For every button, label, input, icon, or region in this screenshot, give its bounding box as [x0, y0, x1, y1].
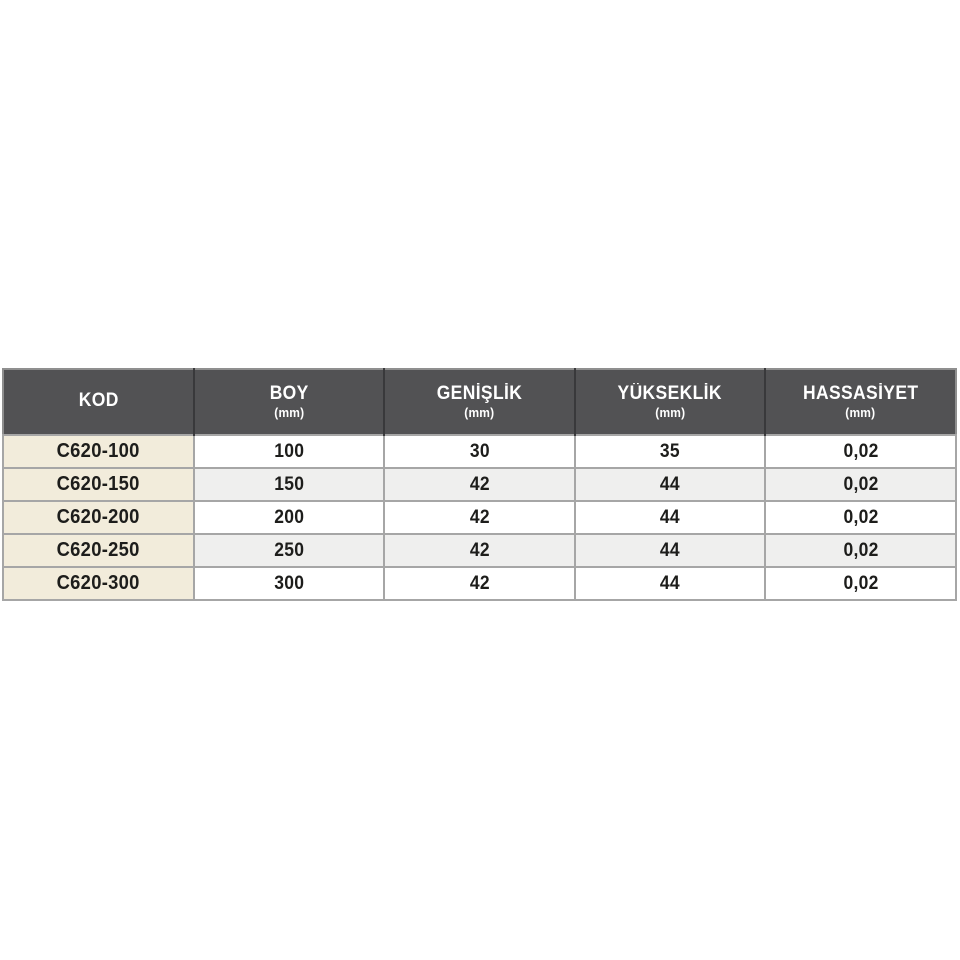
cell-kod: C620-250	[2, 533, 195, 568]
kod-value: C620-100	[56, 440, 140, 462]
kod-value: C620-200	[56, 506, 140, 528]
genislik-value: 42	[469, 473, 490, 495]
cell-boy: 100	[192, 434, 386, 469]
col-header-hassasiyet: HASSASİYET (mm)	[764, 369, 956, 435]
cell-hassasiyet: 0,02	[764, 533, 957, 568]
cell-boy: 200	[192, 500, 386, 535]
kod-value: C620-150	[56, 473, 140, 495]
yukseklik-value: 44	[660, 506, 681, 528]
col-header-unit: (mm)	[655, 405, 686, 421]
yukseklik-value: 35	[660, 440, 681, 462]
cell-genislik: 42	[383, 533, 576, 568]
spec-table-header: KOD BOY (mm) GENİŞLİK (mm)	[3, 369, 956, 435]
col-header-label: HASSASİYET	[802, 383, 919, 405]
cell-yukseklik: 44	[573, 500, 767, 535]
yukseklik-value: 44	[660, 473, 681, 495]
genislik-value: 42	[469, 572, 490, 594]
kod-value: C620-300	[56, 572, 140, 594]
cell-hassasiyet: 0,02	[764, 467, 957, 502]
product-spec-table-container: KOD BOY (mm) GENİŞLİK (mm)	[2, 368, 957, 601]
table-row: C620-300 300 42 44 0,02	[2, 566, 957, 601]
spec-table-body: C620-100 100 30 35 0,02 C620-150 150 42 …	[2, 434, 957, 601]
product-spec-table: KOD BOY (mm) GENİŞLİK (mm)	[2, 368, 957, 601]
cell-genislik: 42	[383, 467, 576, 502]
genislik-value: 42	[469, 506, 490, 528]
cell-genislik: 42	[383, 566, 576, 601]
header-row: KOD BOY (mm) GENİŞLİK (mm)	[3, 369, 956, 435]
col-header-label: GENİŞLİK	[436, 383, 523, 405]
hassasiyet-value: 0,02	[843, 440, 879, 462]
cell-boy: 150	[192, 467, 386, 502]
col-header-label: KOD	[78, 390, 119, 412]
table-row: C620-150 150 42 44 0,02	[2, 467, 957, 502]
table-row: C620-100 100 30 35 0,02	[2, 434, 957, 469]
cell-boy: 300	[192, 566, 386, 601]
boy-value: 250	[273, 539, 304, 561]
hassasiyet-value: 0,02	[843, 473, 879, 495]
cell-kod: C620-300	[2, 566, 195, 601]
cell-boy: 250	[192, 533, 386, 568]
col-header-label: BOY	[269, 383, 309, 405]
cell-genislik: 42	[383, 500, 576, 535]
yukseklik-value: 44	[660, 539, 681, 561]
col-header-unit: (mm)	[464, 405, 495, 421]
kod-value: C620-250	[56, 539, 140, 561]
hassasiyet-value: 0,02	[843, 539, 879, 561]
cell-hassasiyet: 0,02	[764, 566, 957, 601]
table-row: C620-250 250 42 44 0,02	[2, 533, 957, 568]
col-header-unit: (mm)	[845, 405, 876, 421]
col-header-unit: (mm)	[273, 405, 304, 421]
cell-yukseklik: 44	[573, 566, 767, 601]
col-header-boy: BOY (mm)	[192, 369, 385, 435]
cell-kod: C620-100	[2, 434, 195, 469]
boy-value: 300	[273, 572, 304, 594]
col-header-genislik: GENİŞLİK (mm)	[383, 369, 575, 435]
cell-kod: C620-200	[2, 500, 195, 535]
cell-yukseklik: 44	[573, 467, 767, 502]
genislik-value: 42	[469, 539, 490, 561]
boy-value: 150	[273, 473, 304, 495]
cell-hassasiyet: 0,02	[764, 500, 957, 535]
genislik-value: 30	[469, 440, 490, 462]
boy-value: 100	[273, 440, 304, 462]
col-header-kod: KOD	[3, 369, 194, 435]
cell-yukseklik: 35	[573, 434, 767, 469]
col-header-yukseklik: YÜKSEKLİK (mm)	[573, 369, 766, 435]
hassasiyet-value: 0,02	[843, 572, 879, 594]
boy-value: 200	[273, 506, 304, 528]
cell-genislik: 30	[383, 434, 576, 469]
hassasiyet-value: 0,02	[843, 506, 879, 528]
cell-yukseklik: 44	[573, 533, 767, 568]
col-header-label: YÜKSEKLİK	[617, 383, 723, 405]
table-row: C620-200 200 42 44 0,02	[2, 500, 957, 535]
cell-hassasiyet: 0,02	[764, 434, 957, 469]
yukseklik-value: 44	[660, 572, 681, 594]
cell-kod: C620-150	[2, 467, 195, 502]
